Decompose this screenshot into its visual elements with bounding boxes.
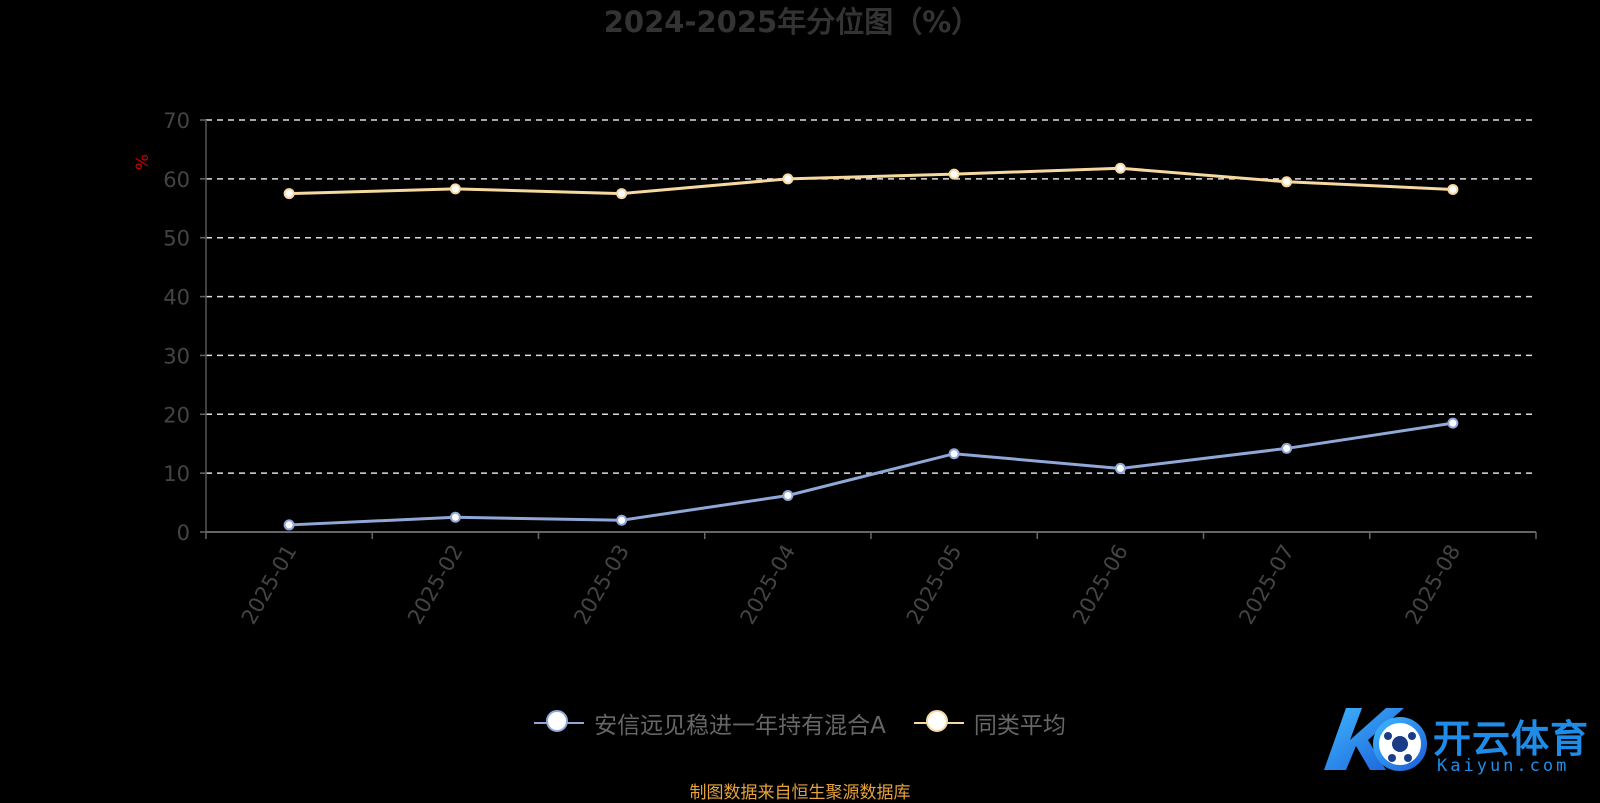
kaiyun-logo (1324, 708, 1427, 771)
x-tick-label: 2025-08 (1401, 541, 1466, 629)
data-point[interactable] (1447, 183, 1459, 195)
data-point[interactable] (1281, 176, 1293, 188)
legend-swatch-average (913, 708, 964, 738)
series-layer (283, 162, 1459, 531)
data-point[interactable] (616, 188, 628, 200)
data-point[interactable] (782, 490, 794, 502)
data-point[interactable] (948, 168, 960, 180)
y-tick-label: 30 (163, 344, 190, 368)
y-tick-label: 70 (163, 109, 190, 133)
y-tick-label: 50 (163, 227, 190, 251)
logo-site-text: Kaiyun.com (1437, 756, 1570, 776)
logo-brand-text: 开云体育 (1433, 717, 1590, 761)
data-point[interactable] (1114, 162, 1126, 174)
y-axis-label: % (133, 154, 153, 170)
axes: 0 10 20 30 40 50 60 70 2025-01 2025-02 2025-03 2025… (163, 109, 1537, 629)
data-point[interactable] (449, 183, 461, 195)
x-tick-label: 2025-01 (237, 541, 302, 629)
legend-item-fund[interactable]: 安信远见稳进一年持有混合A (534, 706, 886, 740)
y-tick-label: 20 (163, 403, 190, 427)
x-tick-label: 2025-05 (902, 541, 967, 629)
x-tick-label: 2025-06 (1068, 541, 1133, 629)
data-source-note: 制图数据来自恒生聚源数据库 (689, 783, 911, 803)
legend-label-fund: 安信远见稳进一年持有混合A (594, 713, 886, 739)
data-point[interactable] (1114, 462, 1126, 474)
legend-item-average[interactable]: 同类平均 (913, 706, 1066, 740)
legend-label-average: 同类平均 (973, 713, 1066, 739)
x-tick-label: 2025-03 (569, 541, 634, 629)
x-tick-label: 2025-02 (403, 541, 468, 629)
data-point[interactable] (616, 514, 628, 526)
data-point[interactable] (782, 173, 794, 185)
legend-swatch-fund (534, 708, 585, 738)
y-tick-label: 60 (163, 168, 190, 192)
chart-title: 2024-2025年分位图（%） (604, 5, 981, 39)
data-point[interactable] (1281, 442, 1293, 454)
data-point[interactable] (449, 511, 461, 523)
data-point[interactable] (948, 448, 960, 460)
y-tick-label: 40 (163, 286, 190, 310)
series-line-0 (289, 421, 1454, 527)
y-tick-label: 0 (177, 521, 190, 545)
y-tick-label: 10 (163, 462, 190, 486)
series-line-1 (289, 166, 1453, 196)
data-point[interactable] (1447, 417, 1459, 429)
x-tick-label: 2025-07 (1234, 541, 1299, 629)
legend: 安信远见稳进一年持有混合A 同类平均 (0, 706, 1600, 740)
grid-lines (206, 119, 1536, 474)
data-point[interactable] (283, 188, 295, 200)
data-point[interactable] (283, 519, 295, 531)
x-tick-label: 2025-04 (736, 541, 801, 629)
